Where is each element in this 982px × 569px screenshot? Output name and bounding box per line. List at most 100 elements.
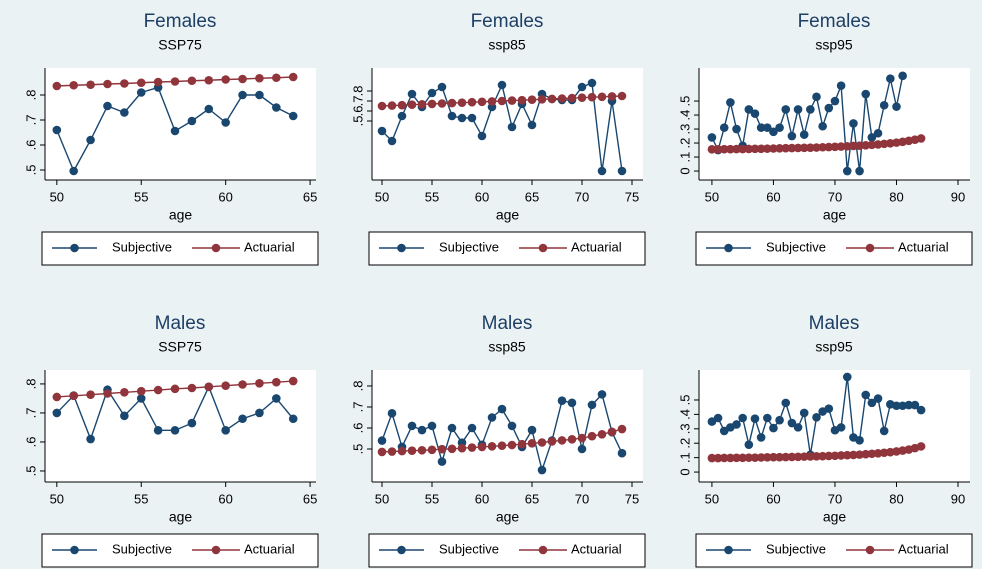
point: [547, 437, 557, 446]
point: [799, 143, 809, 153]
x-tick-label: 50: [50, 491, 64, 506]
legend-box: [368, 533, 646, 568]
point: [136, 78, 146, 88]
point: [397, 100, 407, 110]
point: [781, 105, 791, 114]
panel-title: Males: [482, 313, 533, 334]
x-tick-label: 75: [625, 189, 639, 204]
point: [836, 81, 846, 90]
point: [527, 439, 537, 448]
point: [170, 426, 180, 435]
point: [497, 441, 507, 450]
point: [86, 135, 95, 145]
y-tick-label: .5: [23, 466, 38, 477]
point: [818, 121, 827, 131]
point: [855, 166, 864, 176]
point: [507, 421, 517, 431]
point: [787, 452, 797, 462]
point: [377, 101, 387, 111]
point: [738, 453, 747, 463]
point: [781, 143, 791, 153]
y-tick-label: 0: [677, 167, 692, 174]
point: [272, 103, 281, 112]
point: [855, 450, 864, 459]
point: [756, 144, 766, 154]
legend-marker: [397, 243, 406, 253]
point: [221, 118, 230, 127]
y-tick-label: .6: [350, 106, 365, 117]
point: [527, 95, 537, 104]
point: [861, 390, 871, 400]
point: [557, 94, 567, 103]
point: [842, 141, 852, 151]
legend-label: Subjective: [439, 239, 499, 254]
point: [427, 445, 437, 455]
point: [86, 434, 95, 444]
point: [732, 124, 741, 134]
point: [103, 389, 112, 398]
point: [437, 444, 447, 454]
point: [842, 166, 852, 176]
point: [806, 105, 815, 114]
point: [477, 131, 487, 141]
panel: Females SSP75 .5 .6 .7 .8 50 55 60 65 age Subjectiv…: [23, 11, 319, 266]
point: [750, 144, 760, 154]
point: [806, 452, 815, 461]
x-tick-label: 65: [303, 491, 317, 506]
point: [457, 98, 467, 107]
x-tick-label: 90: [951, 189, 965, 204]
point: [824, 142, 834, 152]
legend-label: Actuarial: [571, 239, 622, 254]
point: [732, 420, 741, 429]
x-tick-label: 55: [134, 491, 148, 506]
x-tick-label: 60: [475, 491, 489, 506]
y-tick-label: .5: [350, 444, 365, 455]
point: [537, 465, 547, 475]
point: [750, 109, 760, 118]
point: [861, 449, 871, 459]
point: [407, 446, 417, 455]
y-tick-label: .6: [350, 423, 365, 434]
point: [170, 77, 180, 86]
point: [437, 82, 447, 92]
panel-title: Females: [798, 11, 871, 32]
point: [587, 400, 597, 410]
panel-subtitle: ssp95: [815, 339, 853, 355]
y-tick-label: .2: [677, 438, 692, 449]
point: [567, 435, 577, 444]
point: [873, 394, 883, 403]
x-tick-label: 55: [425, 189, 439, 204]
point: [849, 450, 858, 460]
legend-marker: [538, 545, 548, 555]
point: [744, 105, 754, 114]
x-tick-label: 90: [951, 491, 965, 506]
point: [793, 452, 803, 462]
point: [447, 111, 457, 121]
point: [497, 404, 507, 414]
point: [756, 453, 766, 462]
point: [567, 398, 577, 408]
plot-region: [699, 68, 970, 180]
point: [457, 113, 467, 123]
point: [288, 72, 298, 82]
y-tick-label: .8: [23, 90, 38, 101]
point: [103, 101, 112, 111]
point: [824, 103, 834, 113]
y-tick-label: .7: [350, 402, 365, 413]
point: [238, 380, 247, 389]
x-tick-label: 75: [625, 491, 639, 506]
point: [120, 79, 129, 88]
point: [103, 79, 112, 89]
point: [437, 457, 447, 466]
x-tick-label: 60: [766, 189, 780, 204]
point: [775, 452, 784, 462]
point: [120, 388, 129, 397]
point: [836, 423, 846, 432]
point: [617, 166, 627, 176]
y-tick-label: .8: [350, 86, 365, 97]
point: [707, 453, 717, 463]
point: [120, 411, 129, 421]
point: [916, 134, 926, 143]
point: [407, 89, 417, 99]
